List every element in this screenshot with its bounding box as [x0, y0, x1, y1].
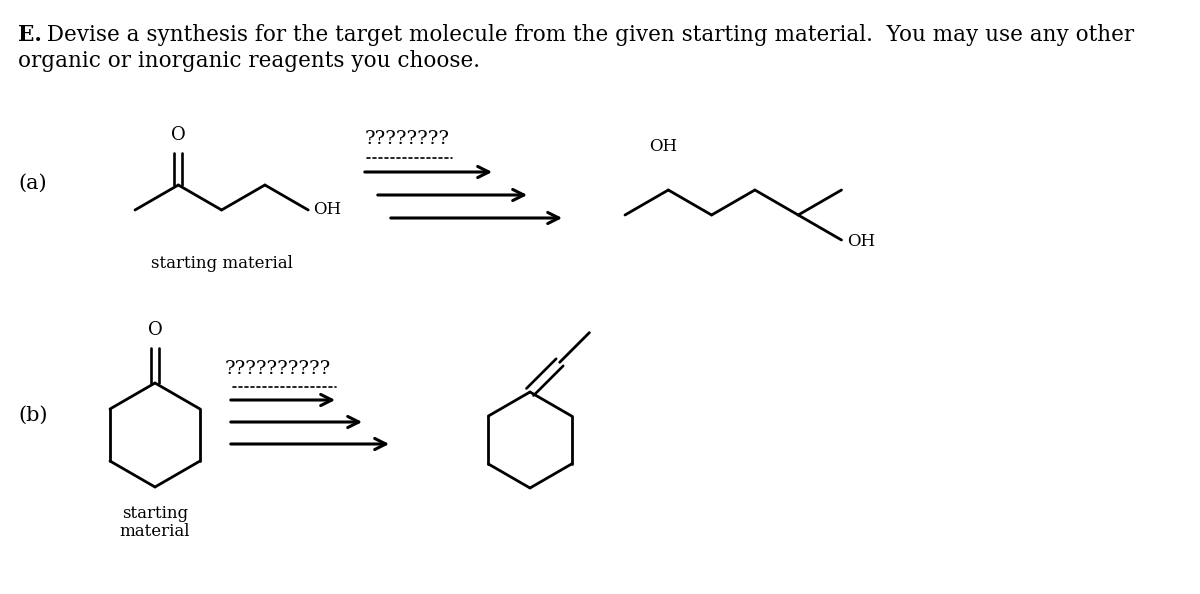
Text: OH: OH	[313, 201, 341, 219]
Text: OH: OH	[649, 138, 677, 155]
Text: organic or inorganic reagents you choose.: organic or inorganic reagents you choose…	[18, 50, 480, 72]
Text: Devise a synthesis for the target molecule from the given starting material.  Yo: Devise a synthesis for the target molecu…	[40, 24, 1134, 46]
Text: ????????: ????????	[365, 130, 450, 148]
Text: OH: OH	[847, 233, 876, 251]
Text: starting material: starting material	[151, 255, 293, 272]
Text: starting: starting	[122, 505, 188, 522]
Text: (a): (a)	[18, 173, 47, 192]
Text: (b): (b)	[18, 406, 48, 425]
Text: O: O	[148, 321, 162, 339]
Text: O: O	[170, 126, 186, 144]
Text: material: material	[120, 523, 191, 540]
Text: E.: E.	[18, 24, 42, 46]
Text: ??????????: ??????????	[224, 360, 331, 378]
